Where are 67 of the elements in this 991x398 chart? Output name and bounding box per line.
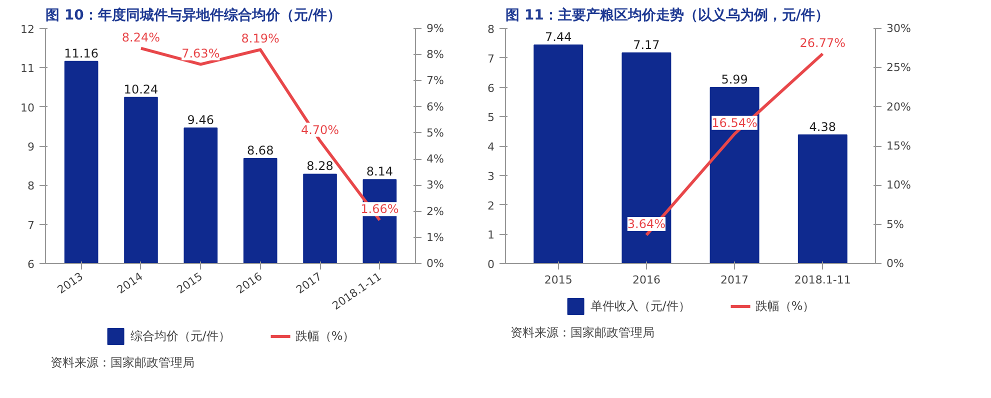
bar [622,52,672,264]
y2-tick-label: 6% [426,100,444,114]
y2-tick-label: 25% [886,61,911,74]
data-label: 3.64% [627,216,666,231]
chart-title: 图 11：主要产粮区均价走势（以义乌为例，元/件） [506,6,829,24]
y2-tick-label: 3% [426,178,444,192]
y2-tick-label: 30% [886,22,911,35]
y-tick-label: 11 [20,62,35,76]
text: 资料来源：国家邮政管理局 [50,356,194,370]
bar [710,87,760,264]
y-tick-label: 12 [20,23,35,36]
legend-label: 单件收入（元/件） [590,298,690,314]
data-label: 8.68 [246,144,274,158]
y2-tick-label: 5% [426,126,444,140]
y2-tick-label: 7% [426,74,444,88]
y2-tick-label: 4% [426,152,444,166]
x-tick-label: 2018.1-11 [794,274,851,286]
y2-tick-label: 8% [426,48,444,62]
y-tick-label: 4 [488,140,494,154]
bar [798,134,848,264]
y2-tick-label: 1% [426,230,444,244]
y2-tick-label: 10% [886,178,911,192]
y-tick-label: 7 [488,52,494,66]
y-tick-label: 6 [488,82,494,95]
legend-label: 跌幅（%） [755,298,815,314]
legend-label: 跌幅（%） [295,328,355,344]
y-tick-label: 5 [488,111,494,124]
y-tick-label: 8 [488,23,494,36]
data-label: 11.16 [64,46,98,60]
data-label: 8.28 [306,159,334,174]
chart-title: 图 10：年度同城件与异地件综合均价（元/件） [46,6,341,24]
data-label: 16.54% [712,116,758,130]
x-tick-label: 2017 [720,274,749,286]
y2-tick-label: 0% [426,257,444,270]
data-label: 5.99 [721,72,748,87]
y-tick-label: 9 [28,140,34,154]
data-label: 10.24 [124,82,158,96]
legend-label: 综合均价（元/件） [130,328,230,344]
y-tick-label: 7 [28,218,34,232]
data-label: 8.19% [241,32,280,46]
y2-tick-label: 9% [426,22,444,35]
text: 资料来源：国家邮政管理局 [510,326,654,340]
y2-tick-label: 5% [886,218,904,231]
data-label: 26.77% [800,36,846,50]
x-tick-label: 2015 [544,274,572,286]
y-tick-label: 8 [28,180,34,193]
data-label: 4.38 [809,120,836,134]
data-label: 7.17 [633,38,660,52]
y-tick-label: 1 [488,228,494,242]
data-label: 7.63% [182,46,220,60]
y2-tick-label: 15% [886,140,911,152]
data-label: 9.46 [187,112,214,127]
y-tick-label: 2 [488,199,494,212]
y-tick-label: 6 [28,258,34,271]
y2-tick-label: 2% [426,204,444,218]
y-tick-label: 10 [20,101,35,114]
data-label: 7.44 [545,30,572,44]
data-label: 8.14 [366,164,394,179]
data-label: 8.24% [122,30,160,44]
x-tick-label: 2016 [632,274,660,286]
y2-tick-label: 20% [886,100,911,114]
y2-tick-label: 0% [886,257,904,270]
bar [534,44,584,264]
y-tick-label: 0 [488,258,494,271]
data-label: 4.70% [300,122,340,137]
data-label: 1.66% [360,202,399,216]
y-tick-label: 3 [488,170,494,183]
